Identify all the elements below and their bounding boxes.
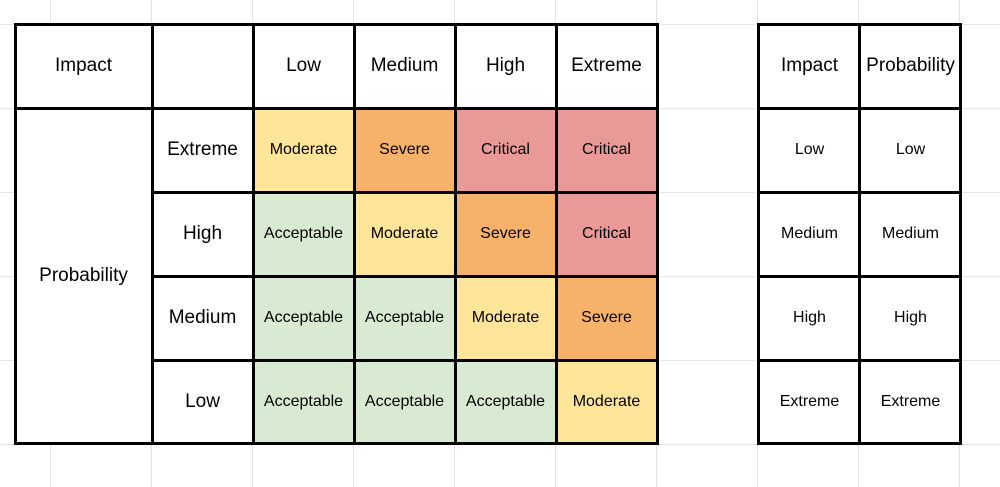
probability-level-label: Low — [185, 391, 220, 412]
table-border — [151, 191, 658, 194]
legend-probability-value[interactable]: High — [860, 276, 961, 360]
risk-rating: Acceptable — [263, 393, 344, 410]
table-border — [14, 107, 658, 110]
table-border — [959, 23, 962, 445]
risk-cell[interactable]: Severe — [354, 108, 455, 192]
legend-value-text: Low — [794, 141, 825, 158]
legend-probability-header[interactable]: Probability — [860, 24, 961, 108]
probability-level-low[interactable]: Low — [152, 360, 253, 444]
impact-level-low[interactable]: Low — [253, 24, 354, 108]
table-border — [555, 23, 558, 445]
table-border — [858, 23, 861, 445]
table-border — [252, 23, 255, 445]
risk-cell[interactable]: Acceptable — [354, 276, 455, 360]
legend-value-text: High — [894, 309, 927, 326]
risk-cell[interactable]: Critical — [455, 108, 556, 192]
risk-rating: Moderate — [471, 309, 540, 326]
impact-header-cell[interactable]: Impact — [15, 24, 152, 108]
impact-level-label: Medium — [370, 55, 439, 76]
legend-probability-value[interactable]: Low — [860, 108, 961, 192]
table-border — [151, 359, 658, 362]
table-border — [151, 275, 658, 278]
risk-cell[interactable]: Severe — [455, 192, 556, 276]
probability-level-medium[interactable]: Medium — [152, 276, 253, 360]
legend-impact-value[interactable]: Medium — [759, 192, 860, 276]
risk-rating: Severe — [581, 309, 632, 326]
impact-level-extreme[interactable]: Extreme — [556, 24, 657, 108]
probability-level-label: High — [182, 223, 223, 244]
impact-header-label: Impact — [54, 55, 113, 76]
legend-value-text: Medium — [781, 225, 838, 242]
impact-level-medium[interactable]: Medium — [354, 24, 455, 108]
risk-rating: Severe — [379, 141, 430, 158]
legend-probability-value[interactable]: Medium — [860, 192, 961, 276]
legend-value-text: Extreme — [880, 393, 941, 410]
legend-header-label: Probability — [866, 55, 955, 76]
risk-rating: Acceptable — [364, 393, 445, 410]
risk-rating: Critical — [481, 141, 530, 158]
legend-value-text: Medium — [882, 225, 939, 242]
risk-cell[interactable]: Severe — [556, 276, 657, 360]
risk-rating: Moderate — [572, 393, 641, 410]
legend-probability-value[interactable]: Extreme — [860, 360, 961, 444]
legend-value-text: Low — [895, 141, 926, 158]
risk-rating: Acceptable — [263, 309, 344, 326]
risk-cell[interactable]: Moderate — [354, 192, 455, 276]
probability-level-extreme[interactable]: Extreme — [152, 108, 253, 192]
risk-rating: Acceptable — [263, 225, 344, 242]
risk-rating: Moderate — [370, 225, 439, 242]
legend-impact-value[interactable]: Extreme — [759, 360, 860, 444]
risk-cell[interactable]: Acceptable — [253, 192, 354, 276]
impact-level-label: High — [485, 55, 526, 76]
table-border — [14, 23, 17, 445]
table-border — [454, 23, 457, 445]
probability-level-label: Medium — [168, 307, 237, 328]
impact-level-label: Low — [286, 55, 321, 76]
legend-impact-value[interactable]: High — [759, 276, 860, 360]
risk-rating: Critical — [582, 141, 631, 158]
table-border — [353, 23, 356, 445]
impact-level-label: Extreme — [571, 55, 642, 76]
risk-cell[interactable]: Moderate — [253, 108, 354, 192]
risk-cell[interactable]: Acceptable — [354, 360, 455, 444]
table-border — [14, 442, 658, 445]
probability-level-high[interactable]: High — [152, 192, 253, 276]
legend-impact-value[interactable]: Low — [759, 108, 860, 192]
legend-value-text: High — [793, 309, 826, 326]
risk-rating: Critical — [582, 225, 631, 242]
risk-cell[interactable]: Acceptable — [455, 360, 556, 444]
table-border — [656, 23, 659, 445]
risk-cell[interactable]: Moderate — [556, 360, 657, 444]
risk-cell[interactable]: Acceptable — [253, 360, 354, 444]
risk-cell[interactable]: Acceptable — [253, 276, 354, 360]
table-border — [14, 23, 658, 26]
risk-rating: Acceptable — [364, 309, 445, 326]
risk-rating: Moderate — [269, 141, 338, 158]
impact-level-high[interactable]: High — [455, 24, 556, 108]
legend-value-text: Extreme — [779, 393, 840, 410]
risk-rating: Acceptable — [465, 393, 546, 410]
table-border — [757, 23, 760, 445]
risk-cell[interactable]: Moderate — [455, 276, 556, 360]
risk-cell[interactable]: Critical — [556, 108, 657, 192]
table-border — [151, 23, 154, 445]
legend-header-label: Impact — [780, 55, 839, 76]
risk-rating: Severe — [480, 225, 531, 242]
probability-label-cell[interactable]: Probability — [15, 108, 152, 444]
risk-cell[interactable]: Critical — [556, 192, 657, 276]
probability-level-label: Extreme — [167, 139, 238, 160]
legend-impact-header[interactable]: Impact — [759, 24, 860, 108]
corner-empty-cell[interactable] — [152, 24, 253, 108]
probability-label: Probability — [39, 265, 128, 286]
